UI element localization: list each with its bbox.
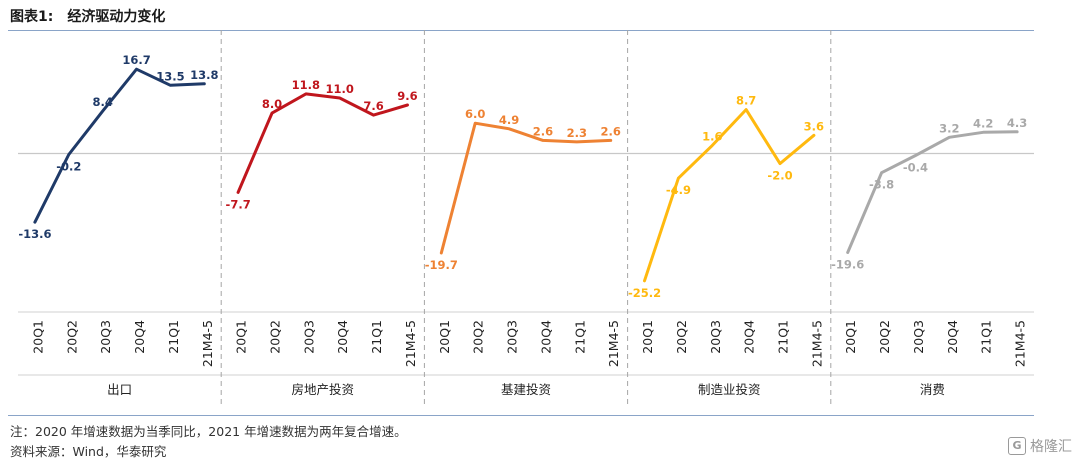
data-label: -0.2: [56, 160, 81, 174]
figure-title-number: 图表1:: [10, 9, 54, 25]
data-label: 8.7: [736, 94, 756, 108]
data-label: 3.2: [939, 121, 959, 135]
data-label: 3.6: [804, 119, 824, 133]
watermark-text: 格隆汇: [1030, 439, 1072, 455]
data-label: 11.8: [292, 78, 320, 92]
figure-title: 图表1: 经济驱动力变化: [10, 6, 165, 26]
x-tick-label: 20Q1: [234, 320, 249, 354]
x-tick-label: 20Q3: [301, 320, 316, 354]
series-line-3: [643, 108, 816, 283]
x-tick-label: 20Q4: [335, 320, 350, 354]
x-tick-label: 20Q1: [437, 320, 452, 354]
series-line-1: [236, 92, 409, 194]
figure-title-text: 经济驱动力变化: [67, 9, 166, 25]
data-label: 13.5: [156, 69, 184, 83]
source-note: 资料来源：Wind，华泰研究: [10, 444, 167, 459]
x-tick-label: 20Q4: [945, 320, 960, 354]
watermark-icon: G: [1008, 437, 1026, 455]
data-label: 1.6: [702, 129, 722, 143]
panel-label: 出口: [107, 382, 132, 397]
data-label: 4.9: [499, 113, 519, 127]
x-tick-label: 20Q4: [538, 320, 553, 354]
panel-label: 消费: [920, 382, 945, 397]
x-tick-label: 20Q2: [64, 320, 79, 354]
x-tick-label: 20Q2: [471, 320, 486, 354]
panel-label: 房地产投资: [292, 382, 355, 397]
x-tick-label: 21M4-5: [200, 320, 215, 367]
x-tick-label: 21Q1: [776, 320, 791, 354]
data-label: 9.6: [397, 89, 417, 103]
data-label: -4.9: [666, 183, 691, 197]
x-tick-label: 20Q3: [708, 320, 723, 354]
x-tick-label: 20Q1: [843, 320, 858, 354]
panel-label: 制造业投资: [698, 382, 761, 397]
data-label: 4.2: [973, 116, 993, 130]
data-label: 13.8: [190, 68, 218, 82]
x-tick-label: 21M4-5: [403, 320, 418, 367]
x-tick-label: 21Q1: [369, 320, 384, 354]
x-tick-label: 20Q3: [98, 320, 113, 354]
data-label: -7.7: [226, 197, 251, 211]
data-label: 4.3: [1007, 116, 1027, 130]
top-divider: [8, 30, 1034, 31]
data-label: 16.7: [122, 53, 150, 67]
x-tick-label: 20Q1: [30, 320, 45, 354]
data-label: 6.0: [465, 107, 485, 121]
data-label: -19.6: [831, 257, 864, 271]
x-tick-label: 21M4-5: [809, 320, 824, 367]
x-tick-label: 20Q3: [505, 320, 520, 354]
x-tick-label: 20Q4: [132, 320, 147, 354]
series-line-0: [33, 67, 206, 224]
footnote: 注：2020 年增速数据为当季同比，2021 年增速数据为两年复合增速。: [10, 424, 407, 439]
x-tick-label: 21M4-5: [1013, 320, 1028, 367]
economic-drivers-chart: -13.6 -0.2 8.4 16.7 13.5 13.8 20Q1 20Q2 20Q3 20Q4…: [18, 30, 1034, 404]
data-label: 2.6: [600, 124, 620, 138]
data-label: -0.4: [903, 161, 928, 175]
x-tick-label: 21M4-5: [606, 320, 621, 367]
data-label: 7.6: [363, 99, 383, 113]
x-tick-label: 20Q2: [877, 320, 892, 354]
x-tick-label: 21Q1: [572, 320, 587, 354]
x-tick-label: 20Q3: [911, 320, 926, 354]
data-label: -19.7: [425, 258, 458, 272]
data-label: 8.0: [262, 97, 282, 111]
data-label: -25.2: [628, 286, 661, 300]
data-label: 2.6: [533, 124, 553, 138]
data-label: -3.8: [869, 178, 894, 192]
data-label: 11.0: [326, 82, 354, 96]
x-tick-label: 20Q1: [640, 320, 655, 354]
data-label: -13.6: [18, 227, 51, 241]
series-line-4: [846, 130, 1019, 254]
x-tick-label: 20Q2: [674, 320, 689, 354]
data-label: 2.3: [567, 126, 587, 140]
bottom-divider: [8, 415, 1034, 416]
watermark-logo: G 格隆汇: [1008, 436, 1072, 456]
data-label: 8.4: [92, 95, 112, 109]
series-line-2: [439, 121, 613, 255]
x-tick-label: 20Q2: [268, 320, 283, 354]
x-tick-label: 21Q1: [979, 320, 994, 354]
x-tick-label: 20Q4: [742, 320, 757, 354]
x-tick-label: 21Q1: [166, 320, 181, 354]
panel-label: 基建投资: [501, 382, 551, 397]
data-label: -2.0: [767, 169, 792, 183]
